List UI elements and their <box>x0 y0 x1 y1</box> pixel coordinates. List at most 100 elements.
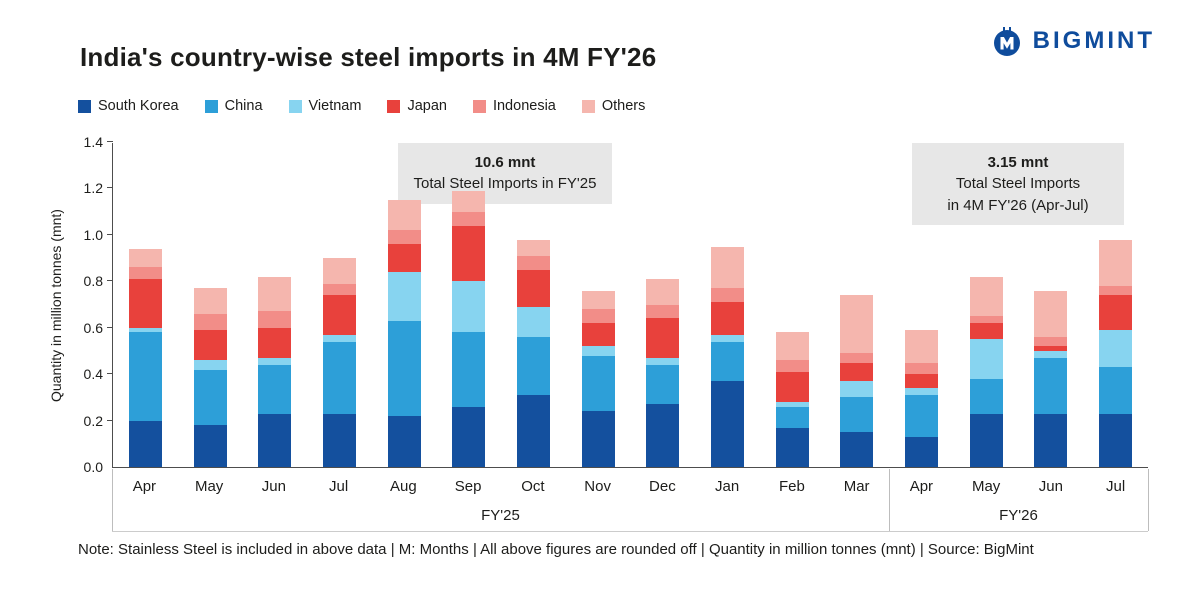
bar-segment-china <box>322 341 356 414</box>
bar-segment-vietnam <box>581 346 615 356</box>
y-axis-label: Quantity in million tonnes (mnt) <box>48 209 64 402</box>
bar-slot-dec-8 <box>631 143 696 467</box>
legend-item-south-korea: South Korea <box>78 98 179 114</box>
bar-segment-japan <box>258 327 292 358</box>
bar-segment-indonesia <box>452 211 486 226</box>
x-axis-year-labels: FY'25 FY'26 <box>112 500 1148 531</box>
bar-segment-vietnam <box>711 334 745 342</box>
y-tick-label: 1.4 <box>83 134 103 150</box>
bar-segment-vietnam <box>969 339 1003 379</box>
bar-segment-vietnam <box>516 306 550 338</box>
stacked-bar <box>387 200 421 467</box>
bar-segment-south-korea <box>1099 413 1133 467</box>
x-tick-label-jun-14: Jun <box>1038 478 1063 495</box>
bar-segment-indonesia <box>969 316 1003 324</box>
bar-segment-china <box>905 395 939 437</box>
stacked-bar <box>840 295 874 467</box>
bar-segment-indonesia <box>258 311 292 328</box>
bar-segment-china <box>452 332 486 407</box>
bar-segment-china <box>711 341 745 382</box>
stacked-bar <box>646 279 680 467</box>
y-tick-mark <box>107 280 113 282</box>
bar-slot-apr-0 <box>113 143 178 467</box>
x-tick-label-sep-5: Sep <box>454 478 482 495</box>
x-tick-label-jul-15: Jul <box>1106 478 1126 495</box>
bar-segment-japan <box>581 323 615 347</box>
stacked-bar <box>711 246 745 467</box>
legend-label: Japan <box>407 98 447 114</box>
legend-swatch <box>472 99 486 113</box>
bar-slot-jun-14 <box>1019 143 1084 467</box>
bar-segment-vietnam <box>840 381 874 398</box>
bar-segment-japan <box>128 278 162 328</box>
annotation-fy25-total: 10.6 mnt Total Steel Imports in FY'25 <box>398 143 612 204</box>
bar-segment-indonesia <box>775 360 809 372</box>
footnote: Note: Stainless Steel is included in abo… <box>78 541 1034 558</box>
bigmint-logo: BIGMINT <box>990 24 1155 58</box>
bar-segment-china <box>258 364 292 414</box>
bar-segment-japan <box>516 269 550 307</box>
bar-slot-may-13 <box>954 143 1019 467</box>
legend-item-china: China <box>204 98 263 114</box>
bar-segment-china <box>581 355 615 412</box>
y-tick-label: 0.8 <box>83 273 103 290</box>
bar-segment-indonesia <box>840 353 874 363</box>
bar-segment-japan <box>775 371 809 403</box>
bar-segment-vietnam <box>905 388 939 396</box>
y-tick-label: 0.4 <box>83 366 103 383</box>
annotation-fy25-caption: Total Steel Imports in FY'25 <box>413 175 597 193</box>
stacked-bar <box>969 276 1003 467</box>
bar-slot-jun-2 <box>242 143 307 467</box>
bar-segment-vietnam <box>258 357 292 365</box>
bar-segment-china <box>128 332 162 421</box>
x-tick-label-nov-7: Nov <box>584 478 611 495</box>
x-tick-label-mar-11: Mar <box>843 478 870 495</box>
bar-segment-japan <box>840 362 874 382</box>
bar-segment-others <box>258 276 292 312</box>
legend-label: Vietnam <box>308 98 362 114</box>
legend-label: South Korea <box>98 98 179 114</box>
bar-segment-indonesia <box>193 313 227 331</box>
axis-band-separator-left <box>112 469 113 531</box>
bar-segment-indonesia <box>387 230 421 245</box>
bar-segment-others <box>1034 290 1068 338</box>
bar-segment-vietnam <box>1099 330 1133 368</box>
fiscal-year-label-fy26: FY'26 <box>999 507 1038 524</box>
bar-segment-others <box>581 290 615 310</box>
bar-segment-others <box>775 332 809 361</box>
x-tick-label-apr-0: Apr <box>132 478 157 495</box>
bar-segment-china <box>775 406 809 428</box>
x-tick-label-dec-8: Dec <box>649 478 676 495</box>
x-tick-label-may-1: May <box>194 478 224 495</box>
bar-segment-others <box>193 288 227 314</box>
bar-slot-may-1 <box>178 143 243 467</box>
bar-segment-indonesia <box>322 283 356 296</box>
y-tick-mark <box>107 373 113 375</box>
stacked-bar <box>258 276 292 467</box>
stacked-bar <box>516 239 550 467</box>
bar-segment-china <box>1099 367 1133 414</box>
bar-segment-japan <box>193 330 227 361</box>
bar-slot-nov-7 <box>566 143 631 467</box>
stacked-bar <box>322 258 356 467</box>
bar-segment-japan <box>387 244 421 273</box>
annotation-fy26-caption-line1: Total Steel Imports <box>955 175 1081 193</box>
bar-segment-south-korea <box>646 404 680 467</box>
bar-segment-japan <box>646 318 680 358</box>
legend-item-vietnam: Vietnam <box>288 98 362 114</box>
bar-segment-china <box>969 378 1003 414</box>
bar-segment-others <box>452 190 486 212</box>
bar-segment-south-korea <box>840 432 874 467</box>
stacked-bar <box>1034 290 1068 467</box>
bar-segment-others <box>387 200 421 231</box>
bar-segment-vietnam <box>193 360 227 370</box>
x-tick-label-feb-10: Feb <box>778 478 805 495</box>
bar-slot-oct-6 <box>501 143 566 467</box>
stacked-bar <box>1099 239 1133 467</box>
legend: South Korea China Vietnam Japan Indonesia Oth… <box>78 98 645 114</box>
y-tick-mark <box>107 187 113 189</box>
stacked-bar <box>905 330 939 467</box>
bar-slot-apr-12 <box>889 143 954 467</box>
y-tick-mark <box>107 141 113 142</box>
fiscal-year-label-fy25: FY'25 <box>481 507 520 524</box>
